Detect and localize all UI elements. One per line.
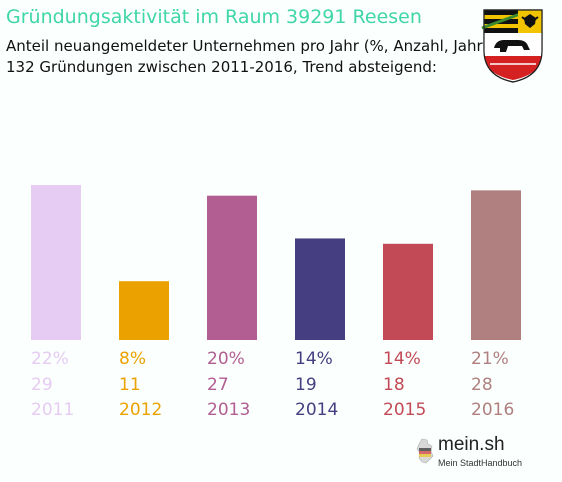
- bar-2012: [119, 281, 169, 340]
- year-label-2012: 2012: [119, 400, 162, 420]
- count-label-2015: 18: [383, 375, 405, 395]
- bar-2016: [471, 190, 521, 340]
- year-label-2013: 2013: [207, 400, 250, 420]
- chart-subtitle-line-2: 132 Gründungen zwischen 2011-2016, Trend…: [6, 58, 437, 76]
- percent-label-2016: 21%: [471, 349, 509, 369]
- percent-label-2013: 20%: [207, 349, 245, 369]
- mein-sh-logo[interactable]: mein.sh Mein StadtHandbuch: [416, 434, 528, 474]
- percent-label-2012: 8%: [119, 349, 146, 369]
- chart-title: Gründungsaktivität im Raum 39291 Reesen: [6, 6, 422, 28]
- percent-label-2015: 14%: [383, 349, 421, 369]
- brand-tagline: Mein StadtHandbuch: [438, 458, 523, 468]
- count-label-2014: 19: [295, 375, 317, 395]
- year-label-2014: 2014: [295, 400, 338, 420]
- bar-2011: [31, 185, 81, 340]
- year-label-2016: 2016: [471, 400, 514, 420]
- saxony-anhalt-coat-of-arms-icon: [481, 9, 543, 83]
- percent-label-2014: 14%: [295, 349, 333, 369]
- count-label-2011: 29: [31, 375, 53, 395]
- percent-label-2011: 22%: [31, 349, 69, 369]
- bar-2013: [207, 195, 257, 340]
- bar-2015: [383, 243, 433, 340]
- year-label-2015: 2015: [383, 400, 426, 420]
- year-label-2011: 2011: [31, 400, 74, 420]
- count-label-2012: 11: [119, 375, 141, 395]
- brand-name: mein.sh: [438, 434, 505, 455]
- chart-subtitle-line-1: Anteil neuangemeldeter Unternehmen pro J…: [6, 37, 489, 55]
- germany-map-icon: [416, 438, 434, 464]
- count-label-2013: 27: [207, 375, 229, 395]
- bar-2014: [295, 238, 345, 340]
- count-label-2016: 28: [471, 375, 493, 395]
